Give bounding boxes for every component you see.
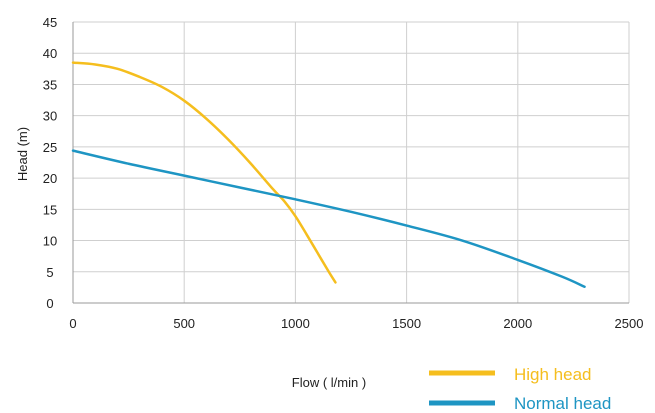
y-tick-label: 45 xyxy=(43,15,57,30)
y-tick-label: 35 xyxy=(43,77,57,92)
axes xyxy=(72,22,629,304)
series-line-normal-head xyxy=(71,149,586,289)
y-tick-label: 30 xyxy=(43,109,57,124)
y-tick-label: 40 xyxy=(43,46,57,61)
y-tick-label: 20 xyxy=(43,171,57,186)
series-lines xyxy=(71,61,586,289)
y-tick-label: 10 xyxy=(43,234,57,249)
x-tick-label: 2000 xyxy=(503,316,532,331)
x-tick-label: 1500 xyxy=(392,316,421,331)
y-tick-label: 15 xyxy=(43,202,57,217)
vertical-gridlines xyxy=(183,22,630,303)
x-tick-labels: 0 500 1000 1500 2000 2500 xyxy=(69,316,643,331)
y-axis-title: Head (m) xyxy=(15,127,30,181)
x-tick-label: 1000 xyxy=(281,316,310,331)
legend-label-normal-head: Normal head xyxy=(514,394,611,413)
legend: High head Normal head xyxy=(429,365,611,413)
y-tick-label: 5 xyxy=(46,265,53,280)
horizontal-gridlines xyxy=(73,21,629,273)
x-tick-label: 0 xyxy=(69,316,76,331)
y-tick-labels: 0 5 10 15 20 25 30 35 40 45 xyxy=(43,15,57,311)
legend-label-high-head: High head xyxy=(514,365,592,384)
series-line-high-head xyxy=(71,61,337,284)
x-axis-title: Flow ( l/min ) xyxy=(292,375,366,390)
y-tick-label: 25 xyxy=(43,140,57,155)
x-tick-label: 2500 xyxy=(615,316,644,331)
y-tick-label: 0 xyxy=(46,296,53,311)
x-tick-label: 500 xyxy=(173,316,195,331)
